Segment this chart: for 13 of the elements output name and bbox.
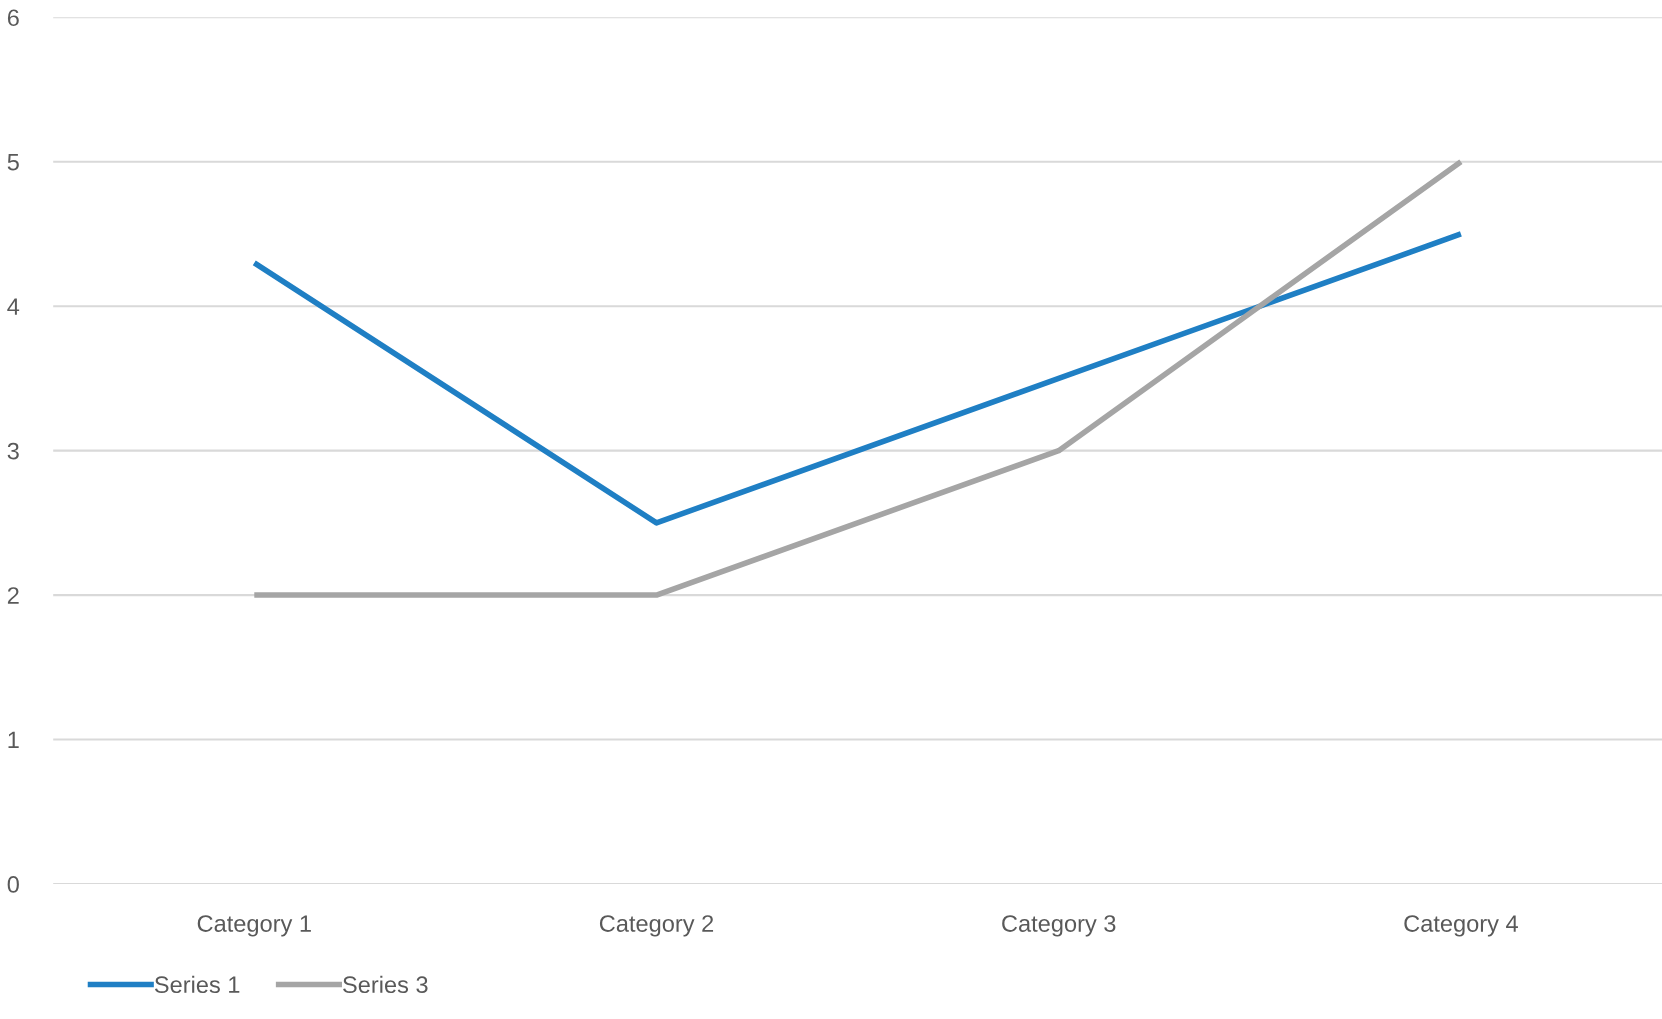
y-tick-label: 0: [7, 876, 19, 893]
y-tick-label: 1: [8, 731, 19, 749]
legend-label: Series 3: [343, 975, 428, 994]
y-tick-label: 3: [7, 442, 19, 460]
y-tick-label: 5: [7, 154, 19, 171]
y-tick-label: 4: [7, 298, 20, 315]
x-tick-label: Category 1: [197, 915, 311, 937]
x-tick-label: Category 4: [1404, 915, 1518, 937]
x-tick-label: Category 2: [599, 915, 714, 937]
y-tick-label: 2: [7, 587, 19, 604]
legend-label: Series 1: [154, 975, 240, 994]
y-tick-label: 6: [7, 9, 19, 27]
x-tick-label: Category 3: [1002, 915, 1116, 937]
